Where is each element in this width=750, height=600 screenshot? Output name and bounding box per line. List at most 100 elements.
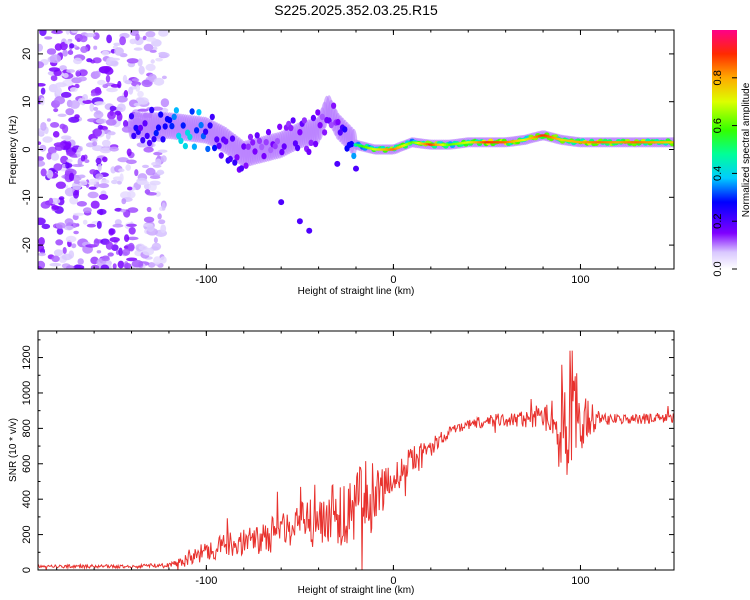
noise-blob	[65, 30, 70, 35]
noise-blob	[131, 260, 144, 268]
ridge-mark	[191, 143, 197, 150]
noise-blob	[55, 86, 62, 96]
colorbar-tick-label: 0.2	[712, 214, 724, 229]
noise-blob	[90, 138, 98, 143]
ridge-mark	[149, 106, 155, 114]
noise-blob	[117, 103, 126, 112]
noise-blob	[38, 160, 46, 167]
noise-blob	[62, 73, 69, 78]
noise-blob	[106, 87, 118, 93]
y-tick-label: 200	[21, 525, 33, 543]
noise-blob	[55, 82, 67, 88]
ridge-core	[670, 141, 674, 144]
noise-blob	[62, 49, 68, 57]
noise-blob	[86, 58, 93, 63]
noise-blob	[101, 139, 111, 147]
ridge-mark	[259, 143, 265, 151]
noise-blob	[93, 106, 99, 111]
noise-blob	[100, 179, 110, 185]
noise-blob	[124, 262, 132, 269]
colorbar-ticks: 0.0 0.2 0.4 0.6 0.8	[712, 70, 737, 277]
noise-blob	[110, 60, 119, 67]
noise-blob	[44, 36, 53, 40]
noise-blob	[160, 224, 167, 233]
noise-blob	[105, 241, 114, 250]
noise-blob	[95, 173, 104, 180]
noise-blob	[66, 69, 75, 73]
noise-blob	[109, 146, 119, 152]
noise-blob	[96, 220, 102, 229]
ridge-mark	[223, 138, 229, 145]
noise-blob	[64, 218, 74, 226]
noise-blob	[71, 243, 77, 249]
noise-blob	[55, 239, 64, 246]
ridge-mark	[335, 118, 341, 126]
noise-blob	[58, 196, 65, 200]
noise-blob	[157, 213, 162, 220]
noise-blob	[153, 77, 165, 86]
noise-blob	[107, 252, 114, 257]
ridge-mark	[209, 113, 215, 121]
noise-blob	[160, 98, 170, 108]
noise-blob	[38, 244, 45, 252]
noise-blob	[61, 253, 73, 261]
ridge-mark	[232, 159, 238, 166]
noise-blob	[46, 152, 52, 160]
noise-blob	[86, 223, 96, 228]
noise-blob	[38, 83, 46, 87]
y-tick-label: -20	[21, 237, 33, 253]
ridge-mark	[142, 120, 148, 127]
ridge-mark	[272, 142, 278, 150]
noise-blob	[69, 87, 78, 93]
ridge-mark	[160, 136, 166, 143]
noise-blob	[109, 105, 117, 112]
noise-blob	[112, 263, 117, 269]
noise-blob	[161, 202, 166, 211]
noise-blob	[143, 216, 155, 223]
noise-blob	[133, 47, 143, 51]
ridge-mark	[169, 122, 175, 130]
noise-blob	[145, 167, 156, 176]
noise-blob	[92, 141, 98, 147]
noise-blob	[117, 260, 125, 269]
noise-blob	[102, 156, 108, 163]
noise-blob	[52, 131, 60, 138]
noise-blob	[77, 76, 87, 82]
noise-blob	[137, 108, 149, 112]
noise-blob	[48, 197, 54, 205]
noise-blob	[104, 67, 114, 75]
colorbar-label: Normalized spectral amplitude	[741, 82, 750, 217]
ridge-mark	[315, 109, 321, 116]
noise-blob	[51, 205, 60, 211]
noise-blob	[126, 223, 137, 227]
noise-blob	[87, 118, 99, 123]
noise-blob	[126, 148, 132, 157]
noise-blob	[62, 247, 67, 254]
noise-blob	[138, 65, 145, 75]
noise-blob	[99, 147, 112, 154]
ridge-mark	[155, 124, 162, 131]
noise-blob	[60, 135, 72, 140]
ridge-mark	[151, 136, 157, 143]
ridge-mark	[214, 136, 220, 143]
noise-blob	[48, 67, 61, 72]
noise-blob	[38, 156, 44, 162]
ridge-mark	[268, 146, 274, 154]
noise-blob	[38, 266, 43, 269]
noise-blob	[157, 149, 168, 153]
colorbar-tick-label: 0.6	[712, 118, 724, 133]
ridge-mark	[274, 138, 280, 145]
noise-blob	[90, 264, 100, 269]
noise-blob	[100, 264, 110, 269]
noise-blob	[82, 94, 88, 101]
noise-blob	[46, 169, 54, 179]
noise-blob	[59, 65, 67, 71]
noise-blob	[50, 75, 58, 82]
noise-blob	[98, 183, 110, 189]
ridge-mark	[198, 121, 204, 129]
noise-blob	[153, 151, 163, 156]
noise-blob	[74, 83, 80, 89]
ridge-mark	[187, 133, 193, 141]
ridge-mark	[261, 152, 267, 160]
